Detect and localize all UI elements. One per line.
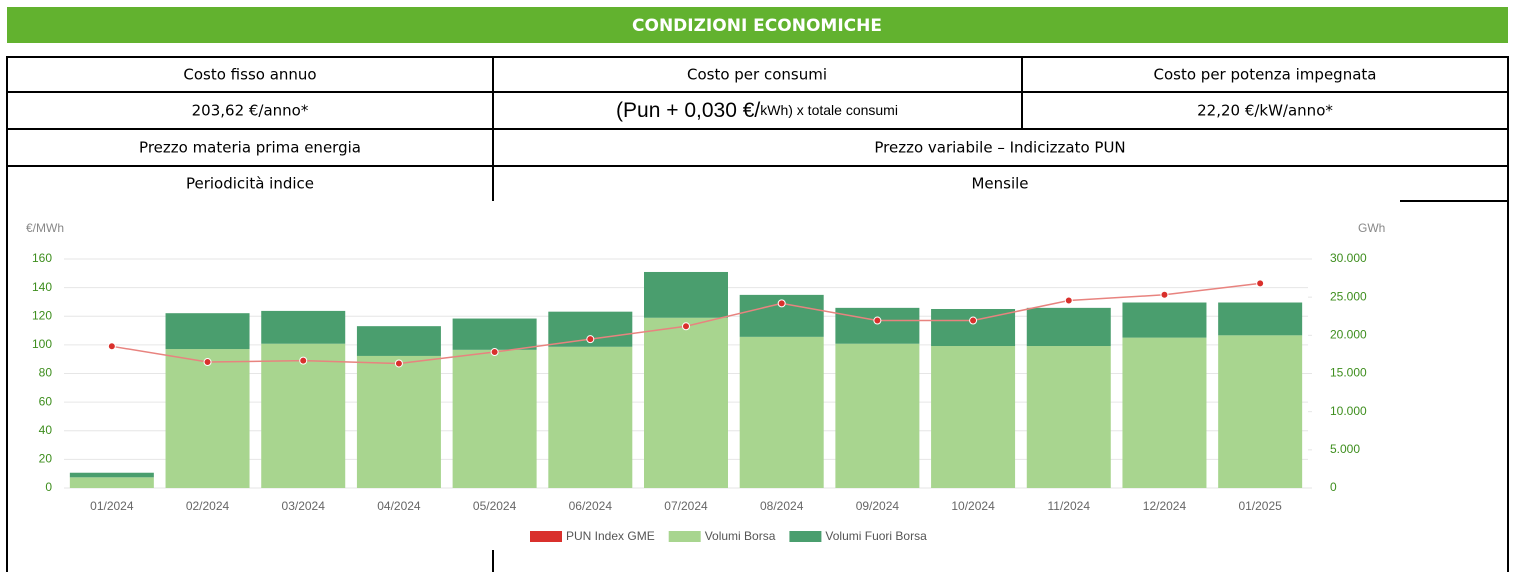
cell: Prezzo materia prima energia [139, 139, 361, 157]
bar [165, 349, 250, 488]
header-title: CONDIZIONI ECONOMICHE [632, 16, 882, 36]
point [107, 342, 116, 351]
y2-tick-label: 20.000 [1330, 328, 1367, 342]
bar [1218, 335, 1303, 488]
x-tick-label: 02/2024 [186, 499, 230, 513]
bar [931, 346, 1016, 488]
bar [165, 313, 250, 350]
cell: Costo per potenza impegnata [1154, 66, 1377, 84]
point [1064, 296, 1073, 305]
bar [69, 472, 154, 478]
x-tick-label: 11/2024 [1048, 499, 1091, 513]
x-tick-label: 09/2024 [856, 499, 900, 513]
point [682, 322, 690, 331]
legend-label: PUN Index GME [566, 529, 655, 543]
header-bar [7, 7, 1508, 43]
bar [1026, 346, 1111, 488]
y2-tick-label: 0 [1330, 480, 1337, 494]
cell-main: (Pun + 0,030 €/ [616, 99, 760, 122]
x-tick-label: 05/2024 [473, 499, 517, 513]
legend-swatch [530, 531, 562, 542]
y-axis-label: €/MWh [26, 221, 64, 235]
y-tick-label: 100 [32, 337, 52, 351]
table-borders [6, 56, 1509, 572]
legend-label: Volumi Fuori Borsa [825, 529, 927, 543]
bar [1026, 307, 1111, 347]
bar [1218, 302, 1303, 336]
bar [452, 318, 537, 350]
x-tick-label: 10/2024 [951, 499, 995, 513]
y-tick-label: 80 [39, 366, 53, 380]
bar [261, 310, 346, 344]
y2-tick-label: 25.000 [1330, 289, 1367, 303]
cell: 22,20 €/kW/anno* [1197, 102, 1333, 120]
point [969, 316, 978, 325]
y-tick-label: 40 [39, 423, 53, 437]
x-tick-label: 01/2024 [90, 499, 134, 513]
y2-axis-label: GWh [1358, 221, 1385, 235]
bar [739, 336, 824, 488]
legend-label: Volumi Borsa [705, 529, 776, 543]
x-tick-label: 07/2024 [664, 499, 708, 513]
y2-tick-label: 5.000 [1330, 442, 1360, 456]
y-tick-label: 0 [45, 480, 52, 494]
x-tick-label: 01/2025 [1238, 499, 1282, 513]
x-tick-label: 04/2024 [377, 499, 421, 513]
bar [644, 317, 728, 488]
cell: Periodicità indice [186, 175, 314, 193]
bar [356, 326, 441, 356]
y2-tick-label: 15.000 [1330, 366, 1367, 380]
point [490, 348, 499, 357]
x-tick-label: 12/2024 [1143, 499, 1187, 513]
chart: €/MWh GWh 0 20 40 60 80 100 120 140 160 0 5.000 10.… [26, 221, 1385, 543]
bar [452, 349, 537, 488]
cell: Costo per consumi [687, 66, 827, 84]
y2-tick-label: 30.000 [1330, 251, 1367, 265]
x-tick-label: 08/2024 [760, 499, 804, 513]
cell: (Pun + 0,030 €/kWh) x totale consumi [616, 99, 898, 122]
bar [644, 271, 728, 318]
point [873, 316, 882, 325]
legend-swatch [668, 531, 701, 542]
y-tick-label: 160 [32, 251, 52, 265]
bar [1122, 302, 1207, 338]
bar [835, 343, 920, 488]
point [1256, 279, 1265, 288]
x-tick-label: 06/2024 [569, 499, 613, 513]
bar [356, 355, 441, 488]
bar [1122, 337, 1207, 488]
point [394, 359, 403, 368]
cell: 203,62 €/anno* [192, 102, 309, 120]
x-tick-label: 03/2024 [282, 499, 326, 513]
y2-tick-label: 10.000 [1330, 404, 1367, 418]
cell: Mensile [971, 175, 1028, 193]
y-tick-label: 60 [39, 394, 53, 408]
point [299, 356, 308, 365]
bar [69, 477, 154, 488]
bar [835, 307, 920, 344]
y-tick-label: 120 [32, 308, 52, 322]
point [777, 299, 786, 308]
legend-swatch [789, 531, 822, 542]
bar [261, 343, 346, 488]
point [586, 335, 595, 344]
cell-small: kWh) x totale consumi [760, 102, 898, 118]
y-tick-label: 20 [39, 452, 53, 466]
bar [548, 346, 633, 488]
point [1160, 290, 1169, 299]
cell: Costo fisso annuo [183, 66, 316, 84]
cell: Prezzo variabile – Indicizzato PUN [874, 139, 1125, 157]
y-tick-label: 140 [32, 280, 52, 294]
point [203, 358, 212, 367]
